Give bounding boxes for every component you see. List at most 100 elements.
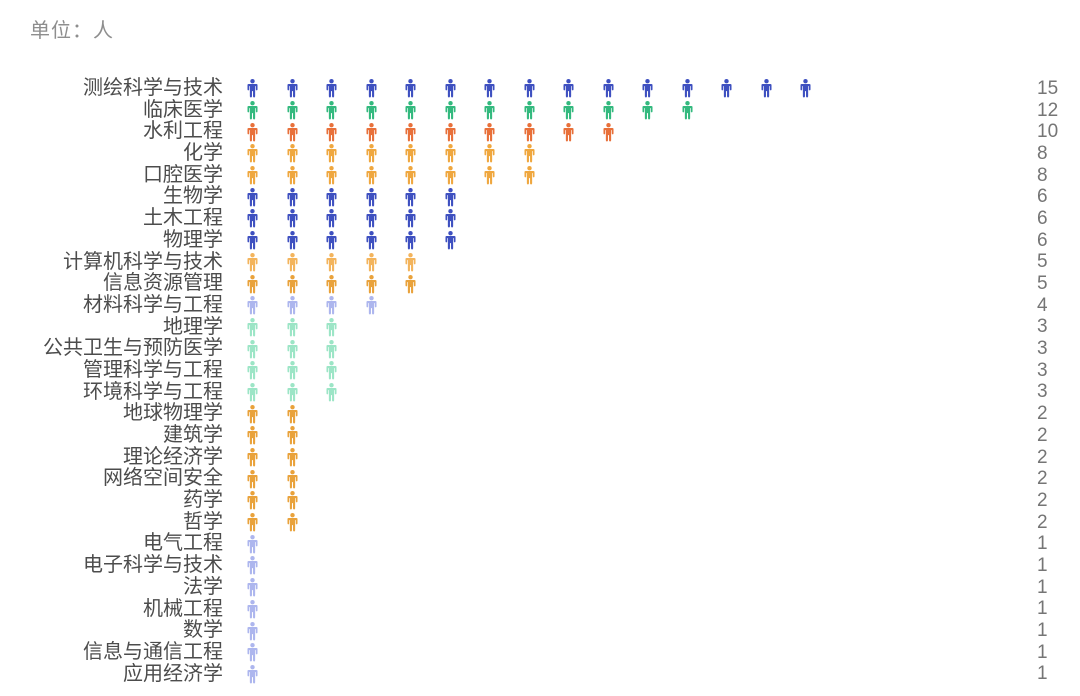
person-icon [760,79,772,98]
value-label: 2 [1037,511,1048,533]
icon-strip [247,469,298,489]
value-label: 6 [1037,186,1048,208]
icon-strip [247,556,258,575]
person-icon [286,166,298,185]
person-icon [326,231,337,250]
chart-row: 信息资源管理 5 [30,272,1070,295]
person-icon [247,491,258,510]
category-label: 公共卫生与预防医学 [43,337,223,360]
icon-strip [247,621,258,641]
chart-row: 应用经济学 1 [30,662,1070,686]
chart-row: 网络空间安全 2 [30,468,1070,490]
person-icon [247,426,258,445]
category-label: 电子科学与技术 [83,554,223,577]
person-icon [326,144,337,163]
person-icon [602,101,614,120]
icon-strip [247,339,337,359]
icon-strip [247,361,337,380]
category-label: 临床医学 [143,98,223,121]
person-icon [484,166,495,185]
person-icon [365,252,377,272]
category-label: 药学 [183,489,223,512]
person-icon [247,556,258,575]
person-icon [444,79,456,98]
category-label: 建筑学 [163,424,223,446]
person-icon [444,231,456,250]
person-icon [286,382,298,402]
person-icon [800,79,811,98]
icon-strip [247,79,811,98]
pictorial-bar-chart: 测绘科学与技术 15 临床医学 12 水利工程 10 化学 8 口腔医学 8 生物学 6 土木工程 6 物理… [30,77,1070,686]
chart-row: 土木工程 6 [30,207,1070,230]
person-icon [681,79,693,98]
person-icon [247,339,258,359]
person-icon [247,578,258,597]
person-icon [247,513,258,532]
icon-strip [247,643,258,662]
person-icon [247,187,258,207]
person-icon [523,144,535,163]
person-icon [286,469,298,489]
chart-row: 临床医学 12 [30,98,1070,122]
person-icon [365,144,377,163]
person-icon [326,274,337,294]
value-label: 12 [1037,99,1059,121]
category-label: 数学 [183,619,223,642]
person-icon [247,122,258,142]
icon-strip [247,122,614,142]
person-icon [523,166,535,185]
person-icon [405,187,416,207]
person-icon [405,144,416,163]
person-icon [247,79,258,98]
icon-strip [247,534,258,554]
chart-row: 电子科学与技术 1 [30,554,1070,577]
value-label: 1 [1037,576,1048,598]
value-label: 3 [1037,316,1048,338]
chart-row: 地理学 3 [30,316,1070,339]
person-icon [642,101,653,120]
person-icon [286,79,298,98]
icon-strip [247,448,298,467]
category-label: 环境科学与工程 [83,380,223,403]
person-icon [405,274,416,294]
chart-row: 理论经济学 2 [30,446,1070,469]
icon-strip [247,513,298,532]
chart-row: 测绘科学与技术 15 [30,77,1070,100]
category-label: 物理学 [163,228,223,251]
person-icon [721,79,732,98]
person-icon [247,599,258,619]
chart-row: 地球物理学 2 [30,403,1070,425]
icon-strip [247,426,298,445]
category-label: 土木工程 [143,207,223,230]
person-icon [484,144,495,163]
person-icon [444,101,456,120]
unit-label: 单位：人 [30,20,114,42]
person-icon [444,187,456,207]
category-label: 生物学 [163,185,223,208]
category-label: 应用经济学 [123,662,223,685]
person-icon [563,101,574,120]
person-icon [247,101,258,120]
category-label: 测绘科学与技术 [83,77,223,99]
chart-row: 数学 1 [30,619,1070,642]
icon-strip [247,274,416,294]
person-icon [247,231,258,250]
value-label: 2 [1037,403,1048,425]
person-icon [681,101,693,120]
person-icon [247,296,258,315]
person-icon [365,101,377,120]
value-label: 3 [1037,359,1048,381]
person-icon [326,101,337,120]
value-label: 3 [1037,338,1048,360]
icon-strip [247,599,258,619]
person-icon [247,621,258,641]
person-icon [365,274,377,294]
chart-row: 建筑学 2 [30,424,1070,447]
icon-strip [247,578,258,597]
chart-row: 信息与通信工程 1 [30,641,1070,664]
person-icon [444,166,456,185]
category-label: 机械工程 [143,597,223,620]
value-label: 1 [1037,533,1048,555]
person-icon [247,448,258,467]
category-label: 哲学 [183,510,223,533]
